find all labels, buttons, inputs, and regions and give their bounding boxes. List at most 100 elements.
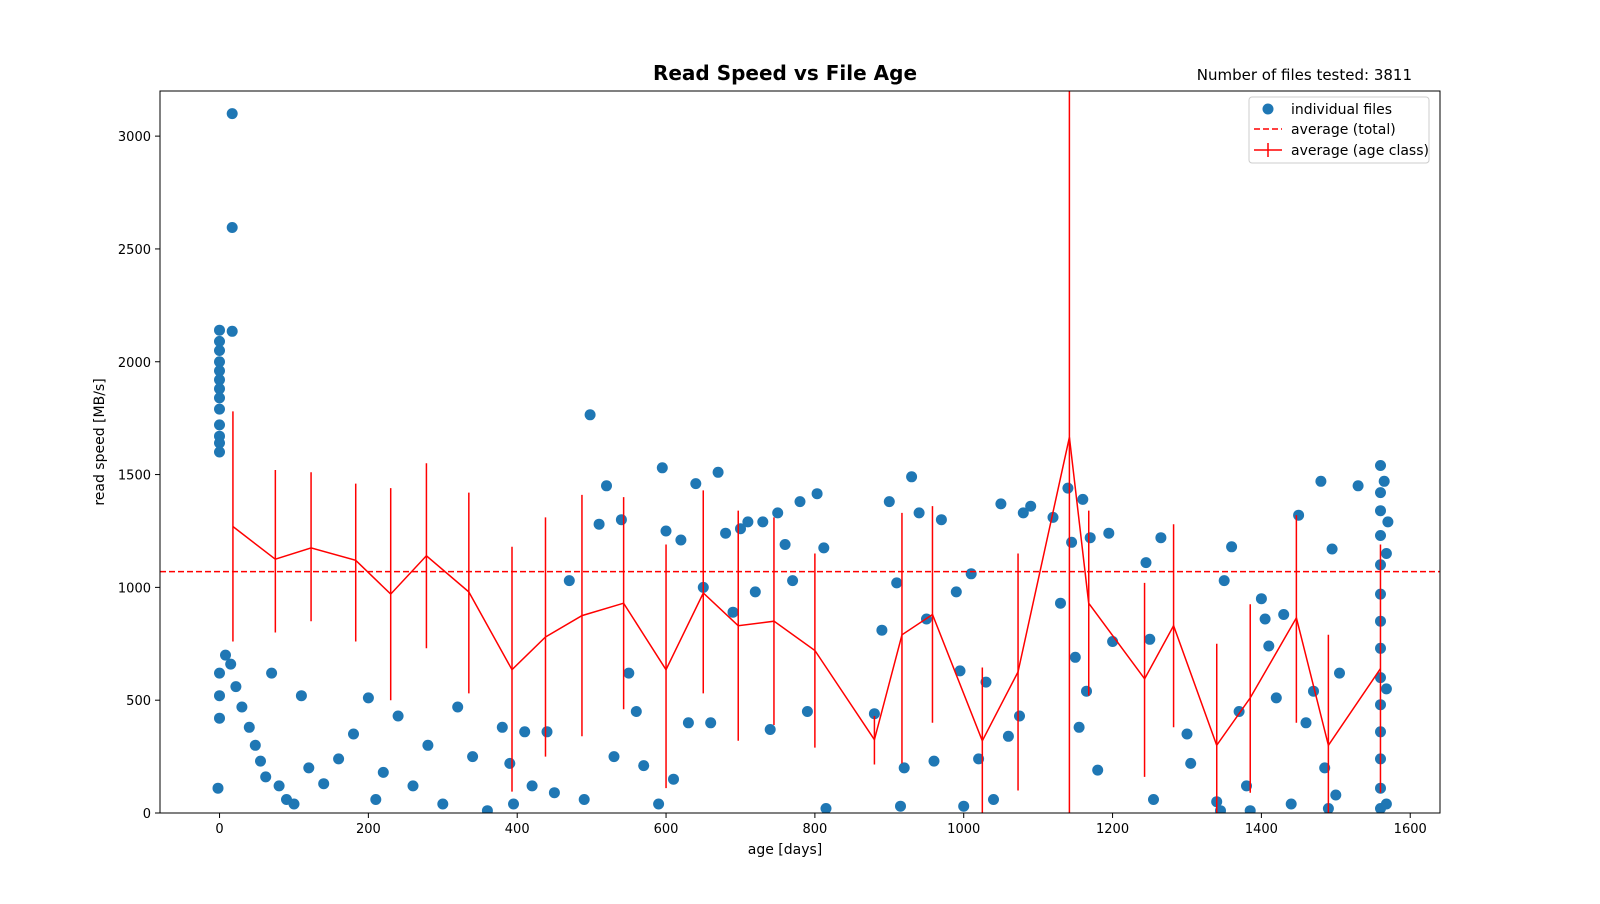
- data-point: [214, 667, 225, 679]
- data-point: [214, 392, 225, 404]
- data-point: [230, 681, 242, 693]
- data-point: [1319, 762, 1331, 774]
- data-point: [452, 701, 464, 713]
- data-point: [690, 478, 702, 490]
- y-tick-label: 1000: [118, 581, 151, 596]
- x-tick-label: 200: [356, 822, 381, 837]
- data-point: [973, 753, 985, 765]
- data-point: [295, 690, 307, 702]
- data-point: [1300, 717, 1312, 729]
- data-point: [1025, 500, 1037, 512]
- data-point: [965, 568, 977, 580]
- chart-title: Read Speed vs File Age: [653, 61, 917, 85]
- data-point: [1380, 798, 1392, 810]
- data-point: [958, 800, 970, 812]
- average-age-class-line: [232, 437, 1382, 748]
- data-point: [898, 762, 910, 774]
- data-point: [1017, 507, 1029, 519]
- data-point: [928, 755, 940, 767]
- data-point: [333, 753, 345, 765]
- data-point: [988, 794, 999, 805]
- data-point: [772, 507, 784, 519]
- y-tick-label: 3000: [118, 130, 151, 145]
- data-point: [653, 798, 665, 810]
- data-point: [243, 721, 255, 733]
- data-point: [1081, 685, 1092, 697]
- data-point: [220, 649, 231, 661]
- data-point: [578, 794, 590, 805]
- data-point: [214, 365, 225, 377]
- data-point: [1380, 683, 1392, 695]
- data-point: [225, 658, 237, 670]
- x-axis-ticks: 0 200 400 600 800 1000 1200 1400 1600: [215, 813, 1427, 837]
- data-point: [623, 667, 635, 679]
- data-point: [226, 108, 238, 120]
- data-point: [1375, 460, 1386, 471]
- data-point: [811, 488, 823, 500]
- data-point: [1315, 475, 1327, 487]
- y-tick-label: 2500: [118, 243, 151, 258]
- x-tick-label: 1400: [1245, 822, 1278, 837]
- legend-marker-individual-files: [1262, 103, 1274, 115]
- legend-label-average-total: average (total): [1291, 122, 1396, 138]
- data-point: [891, 577, 903, 589]
- data-point: [1148, 794, 1159, 805]
- data-point: [362, 692, 374, 704]
- data-point: [820, 803, 832, 813]
- data-point: [935, 514, 947, 526]
- data-point: [1375, 530, 1386, 541]
- data-point: [1144, 633, 1156, 645]
- data-point: [212, 782, 224, 794]
- data-point: [801, 706, 813, 717]
- data-point: [214, 356, 225, 368]
- data-point: [519, 726, 531, 738]
- data-point: [980, 676, 992, 688]
- data-point: [407, 780, 419, 792]
- y-tick-label: 1500: [118, 469, 151, 484]
- data-point: [214, 446, 225, 458]
- data-point: [1270, 692, 1282, 704]
- data-point: [1334, 667, 1345, 679]
- data-point: [1375, 487, 1386, 499]
- data-point: [954, 665, 966, 677]
- data-point: [1077, 493, 1089, 505]
- data-point: [214, 690, 225, 702]
- y-tick-label: 500: [126, 694, 151, 709]
- data-point: [1073, 721, 1085, 733]
- average-layer: [160, 91, 1440, 813]
- data-point: [504, 757, 516, 769]
- data-point: [601, 480, 612, 492]
- plot-frame: [159, 90, 1441, 814]
- data-point: [895, 800, 906, 812]
- data-point: [1375, 505, 1386, 517]
- data-point: [318, 778, 330, 790]
- legend-box: [1248, 96, 1430, 164]
- x-tick-label: 0: [215, 822, 223, 837]
- data-point: [876, 624, 888, 636]
- x-tick-label: 1200: [1096, 822, 1129, 837]
- data-point: [1155, 532, 1167, 544]
- data-point: [496, 721, 508, 733]
- data-point: [214, 419, 225, 431]
- data-point: [608, 751, 620, 763]
- data-point: [1047, 511, 1059, 523]
- data-point: [1092, 764, 1104, 776]
- legend: individual files average (total) average…: [1248, 96, 1430, 164]
- data-point: [668, 773, 679, 785]
- data-point: [675, 534, 687, 546]
- x-tick-label: 1600: [1394, 822, 1427, 837]
- data-point: [255, 755, 266, 767]
- data-point: [1278, 609, 1290, 620]
- data-point: [1055, 597, 1066, 609]
- data-point: [548, 787, 560, 799]
- data-point: [541, 726, 553, 738]
- data-point: [348, 728, 359, 740]
- data-point: [288, 798, 300, 810]
- data-point: [1285, 798, 1297, 810]
- data-point: [1181, 728, 1193, 740]
- data-point: [868, 708, 880, 720]
- data-point: [1259, 613, 1271, 625]
- data-point: [249, 739, 261, 751]
- data-point: [682, 717, 694, 729]
